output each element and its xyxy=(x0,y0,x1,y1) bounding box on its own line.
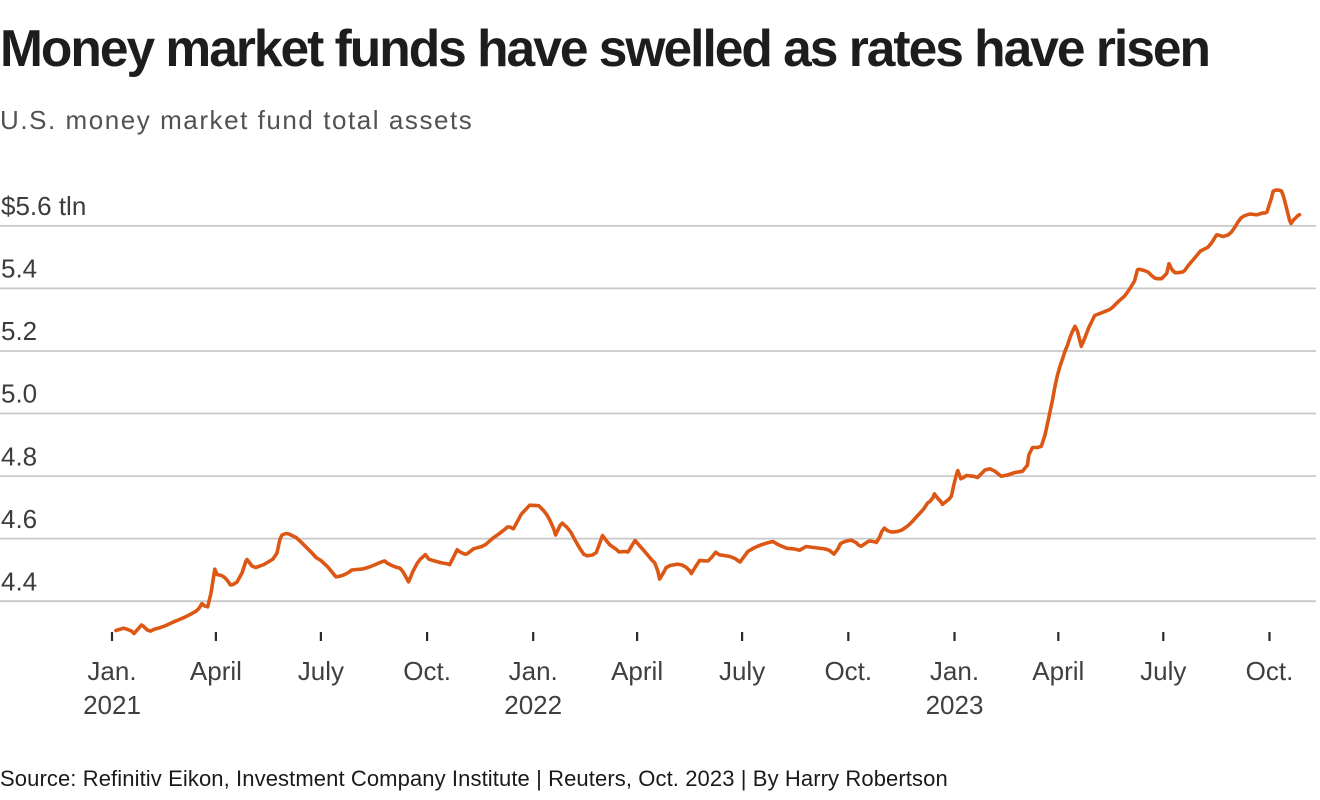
svg-text:2021: 2021 xyxy=(83,690,141,720)
svg-text:2023: 2023 xyxy=(926,690,984,720)
svg-text:Oct.: Oct. xyxy=(824,656,872,686)
svg-text:4.8: 4.8 xyxy=(1,441,37,471)
svg-text:2022: 2022 xyxy=(504,690,562,720)
svg-text:Jan.: Jan. xyxy=(930,656,979,686)
svg-text:4.6: 4.6 xyxy=(1,504,37,534)
svg-text:April: April xyxy=(1032,656,1084,686)
svg-text:Oct.: Oct. xyxy=(403,656,451,686)
svg-text:Oct.: Oct. xyxy=(1246,656,1294,686)
svg-text:5.2: 5.2 xyxy=(1,316,37,346)
svg-text:July: July xyxy=(719,656,765,686)
svg-text:4.4: 4.4 xyxy=(1,566,37,596)
svg-text:Jan.: Jan. xyxy=(87,656,136,686)
svg-text:5.0: 5.0 xyxy=(1,379,37,409)
svg-text:July: July xyxy=(298,656,344,686)
svg-text:April: April xyxy=(611,656,663,686)
svg-text:Jan.: Jan. xyxy=(509,656,558,686)
svg-text:$5.6 tln: $5.6 tln xyxy=(1,191,86,221)
svg-text:5.4: 5.4 xyxy=(1,254,37,284)
svg-text:April: April xyxy=(190,656,242,686)
svg-text:July: July xyxy=(1140,656,1186,686)
